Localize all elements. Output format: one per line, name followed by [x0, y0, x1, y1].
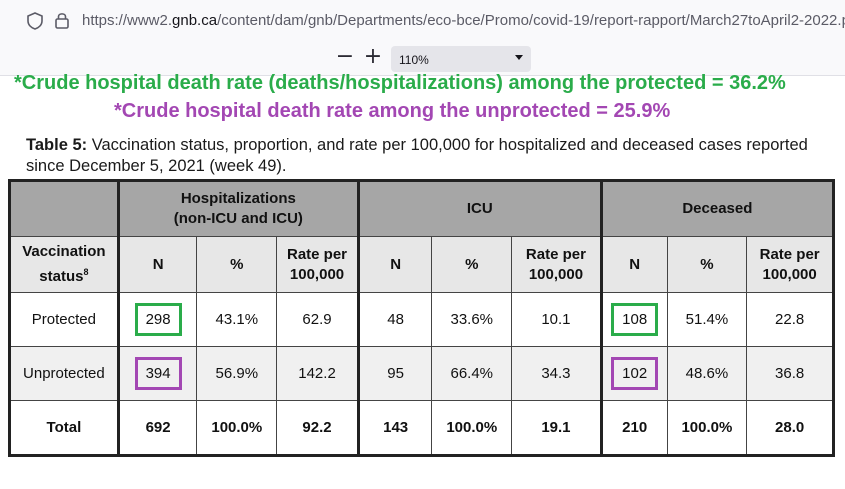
header-dec-pct: % — [666, 236, 748, 293]
header-dec-rate: Rate per 100,000 — [746, 236, 834, 293]
table-row-total: Total 692 100.0% 92.2 143 100.0% 19.1 21… — [9, 400, 834, 456]
url-prefix: https://www2. — [82, 12, 173, 29]
group-deceased: Deceased — [599, 180, 835, 237]
group-hosp-line1: Hospitalizations — [180, 190, 296, 207]
header-vaccination-status: Vaccination status8 — [9, 236, 119, 293]
cell-icu-n: 143 — [356, 400, 433, 456]
cell-dec-rate: 28.0 — [746, 400, 834, 456]
cell-hosp-pct: 56.9% — [196, 346, 278, 401]
lock-icon[interactable] — [54, 11, 70, 29]
corner-cell — [9, 180, 119, 237]
cell-icu-rate: 34.3 — [511, 346, 602, 401]
rate-line1: Rate per — [759, 245, 820, 263]
cell-hosp-pct: 100.0% — [196, 400, 278, 456]
row-label: Total — [9, 400, 119, 456]
header-dec-n: N — [599, 236, 668, 293]
cell-icu-pct: 100.0% — [431, 400, 513, 456]
cell-icu-rate: 19.1 — [511, 400, 602, 456]
table-caption: Table 5: Vaccination status, proportion,… — [26, 135, 826, 177]
highlight-box-purple: 102 — [611, 357, 659, 390]
cell-dec-n: 102 — [599, 346, 668, 401]
cell-dec-rate: 22.8 — [746, 292, 834, 347]
caption-label: Table 5: — [26, 136, 88, 154]
cell-icu-n: 48 — [356, 292, 433, 347]
table-row-unprotected: Unprotected 394 56.9% 142.2 95 66.4% 34.… — [9, 346, 834, 401]
zoom-out-button[interactable]: − — [335, 44, 355, 69]
rate-line1: Rate per — [287, 245, 348, 263]
header-hosp-rate: Rate per 100,000 — [276, 236, 359, 293]
highlight-box-purple: 394 — [134, 357, 182, 390]
cell-dec-n: 210 — [599, 400, 668, 456]
zoom-value: 110% — [399, 53, 429, 67]
header-icu-pct: % — [431, 236, 513, 293]
pdf-toolbar: − + 110% — [0, 40, 845, 76]
annotation-protected-death-rate: *Crude hospital death rate (deaths/hospi… — [14, 72, 786, 94]
table-row-protected: Protected 298 43.1% 62.9 48 33.6% 10.1 1… — [9, 292, 834, 347]
rate-line1: Rate per — [525, 245, 586, 263]
url-domain: gnb.ca — [172, 12, 218, 29]
cell-dec-n: 108 — [599, 292, 668, 347]
highlight-box-green: 108 — [611, 303, 659, 336]
cell-icu-pct: 66.4% — [431, 346, 513, 401]
header-hosp-pct: % — [196, 236, 278, 293]
vaccination-table: Hospitalizations (non-ICU and ICU) ICU De… — [8, 179, 835, 457]
cell-hosp-n: 394 — [116, 346, 198, 401]
footnote-ref: 8 — [83, 267, 89, 277]
group-icu: ICU — [356, 180, 602, 237]
cell-hosp-rate: 62.9 — [276, 292, 359, 347]
caption-text: Vaccination status, proportion, and rate… — [26, 136, 808, 175]
header-hosp-n: N — [116, 236, 198, 293]
subheader-row: Vaccination status8 N % Rate per 100,000 … — [9, 236, 834, 293]
header-icu-n: N — [356, 236, 433, 293]
cell-hosp-rate: 92.2 — [276, 400, 359, 456]
url-path: /content/dam/gnb/Departments/eco-bce/Pro… — [217, 12, 845, 29]
row-label: Unprotected — [9, 346, 119, 401]
url-text[interactable]: https://www2.gnb.ca/content/dam/gnb/Depa… — [82, 12, 845, 29]
cell-hosp-rate: 142.2 — [276, 346, 359, 401]
vacc-status-text: Vaccination status — [22, 243, 106, 285]
group-hosp-line2: (non-ICU and ICU) — [173, 210, 303, 227]
zoom-select[interactable]: 110% — [391, 46, 531, 72]
cell-icu-rate: 10.1 — [511, 292, 602, 347]
cell-icu-pct: 33.6% — [431, 292, 513, 347]
shield-icon[interactable] — [26, 12, 44, 30]
browser-url-bar[interactable]: https://www2.gnb.ca/content/dam/gnb/Depa… — [0, 0, 845, 40]
group-hospitalizations: Hospitalizations (non-ICU and ICU) — [116, 180, 359, 237]
cell-dec-pct: 51.4% — [666, 292, 748, 347]
header-icu-rate: Rate per 100,000 — [511, 236, 602, 293]
cell-dec-pct: 48.6% — [666, 346, 748, 401]
row-label: Protected — [9, 292, 119, 347]
cell-hosp-pct: 43.1% — [196, 292, 278, 347]
cell-hosp-n: 692 — [116, 400, 198, 456]
cell-hosp-n: 298 — [116, 292, 198, 347]
rate-line2: 100,000 — [289, 265, 345, 283]
rate-line2: 100,000 — [762, 265, 817, 283]
group-header-row: Hospitalizations (non-ICU and ICU) ICU De… — [9, 180, 835, 237]
chevron-down-icon — [515, 55, 523, 60]
annotation-unprotected-death-rate: *Crude hospital death rate among the unp… — [114, 100, 671, 122]
cell-dec-rate: 36.8 — [746, 346, 834, 401]
rate-line2: 100,000 — [528, 265, 584, 283]
highlight-box-green: 298 — [134, 303, 182, 336]
cell-dec-pct: 100.0% — [666, 400, 748, 456]
cell-icu-n: 95 — [356, 346, 433, 401]
zoom-in-button[interactable]: + — [363, 44, 383, 69]
